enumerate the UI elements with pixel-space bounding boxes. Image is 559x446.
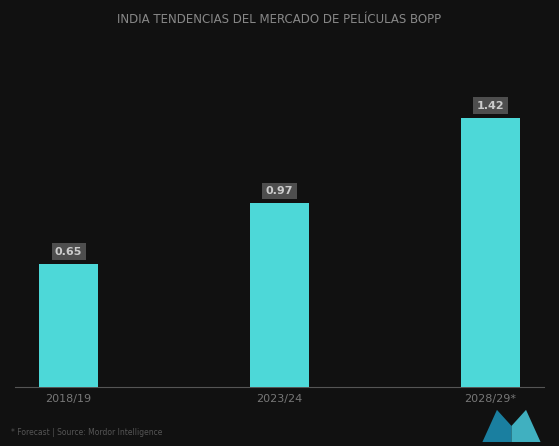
Polygon shape [511,410,541,442]
Bar [250,203,309,387]
Bar [39,264,98,387]
Text: * Forecast | Source: Mordor Intelligence: * Forecast | Source: Mordor Intelligence [11,428,163,437]
Text: 0.65: 0.65 [55,247,82,256]
Text: 1.42: 1.42 [477,101,504,111]
Text: INDIA TENDENCIAS DEL MERCADO DE PELÍCULAS BOPP: INDIA TENDENCIAS DEL MERCADO DE PELÍCULA… [117,13,442,26]
Text: 0.97: 0.97 [266,186,293,196]
Bar [461,118,520,387]
Polygon shape [482,410,511,442]
